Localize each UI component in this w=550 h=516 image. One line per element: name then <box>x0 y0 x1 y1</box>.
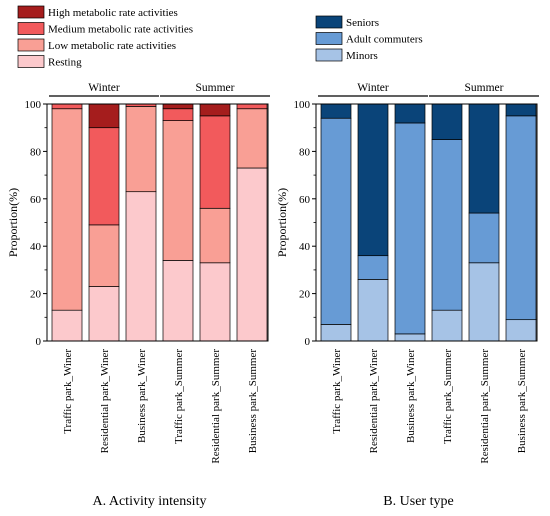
legend-label: Adult commuters <box>346 34 423 46</box>
bar-segment-minors-5 <box>505 319 537 342</box>
bar-segment-high-metabolic-rate-activities-1 <box>88 103 120 129</box>
category-label: Business park_Summer <box>516 349 528 454</box>
bar-segment-minors-1 <box>357 279 389 342</box>
category-label: Business park_Summer <box>247 349 259 454</box>
y-tick-label: 80 <box>30 146 42 158</box>
panel-caption: B. User type <box>383 494 453 509</box>
y-tick-label: 80 <box>299 146 311 158</box>
y-tick-label: 100 <box>25 99 42 111</box>
bar-segment-adult-commuters-0 <box>320 117 352 325</box>
bar-segment-resting-2 <box>125 191 157 342</box>
category-label: Traffic park_Summer <box>442 349 454 444</box>
category-label: Business park_Winer <box>136 349 148 443</box>
bar-segment-low-metabolic-rate-activities-5 <box>236 108 268 169</box>
bar-segment-minors-0 <box>320 324 352 342</box>
bar-segment-seniors-2 <box>394 103 426 124</box>
y-tick-label: 20 <box>299 289 311 301</box>
legend-swatch <box>315 32 343 45</box>
group-label: Summer <box>196 82 235 94</box>
bar-segment-seniors-5 <box>505 103 537 117</box>
bar-segment-low-metabolic-rate-activities-3 <box>162 120 194 261</box>
y-tick-label: 40 <box>30 241 42 253</box>
bar-segment-adult-commuters-2 <box>394 122 426 335</box>
category-label: Traffic park_Winer <box>331 349 343 434</box>
chart-user-type: Traffic park_Winer Residential park_Winer… <box>275 15 539 509</box>
category-label: Residential park_Summer <box>210 349 222 464</box>
group-label: Summer <box>465 82 504 94</box>
y-tick-label: 0 <box>305 336 311 348</box>
legend-swatch <box>17 5 45 19</box>
bar-segment-seniors-4 <box>468 103 500 214</box>
legend-label: Seniors <box>346 17 379 29</box>
bar-segment-low-metabolic-rate-activities-2 <box>125 106 157 193</box>
bar-segment-medium-metabolic-rate-activities-5 <box>236 103 268 110</box>
category-label: Business park_Winer <box>405 349 417 443</box>
bar-segment-low-metabolic-rate-activities-0 <box>51 108 83 311</box>
y-axis-label: Proportion(%) <box>6 188 20 257</box>
bar-segment-resting-0 <box>51 309 83 342</box>
bar-segment-medium-metabolic-rate-activities-0 <box>51 103 83 110</box>
legend-swatch <box>17 38 45 52</box>
panel-caption: A. Activity intensity <box>93 494 207 509</box>
category-label: Traffic park_Summer <box>173 349 185 444</box>
bar-segment-seniors-1 <box>357 103 389 257</box>
y-tick-label: 0 <box>36 336 42 348</box>
legend-label: Minors <box>346 50 378 62</box>
bar-segment-adult-commuters-1 <box>357 255 389 280</box>
bar-segment-minors-2 <box>394 333 426 342</box>
legend-label: Medium metabolic rate activities <box>48 24 193 36</box>
bar-segment-high-metabolic-rate-activities-3 <box>162 103 194 110</box>
bar-segment-seniors-3 <box>431 103 463 140</box>
category-label: Residential park_Summer <box>479 349 491 464</box>
legend-swatch <box>315 48 343 62</box>
category-label: Residential park_Winer <box>99 349 111 454</box>
bar-segment-low-metabolic-rate-activities-4 <box>199 207 231 264</box>
legend-swatch <box>315 15 343 29</box>
bar-segment-medium-metabolic-rate-activities-1 <box>88 127 120 226</box>
y-axis-label: Proportion(%) <box>275 188 289 257</box>
category-label: Residential park_Winer <box>368 349 380 454</box>
bar-segment-adult-commuters-5 <box>505 115 537 321</box>
legend-label: High metabolic rate activities <box>48 7 178 19</box>
bar-segment-adult-commuters-4 <box>468 212 500 264</box>
legend-label: Low metabolic rate activities <box>48 40 176 52</box>
legend-label: Resting <box>48 57 82 69</box>
bar-segment-resting-3 <box>162 260 194 342</box>
y-tick-label: 60 <box>299 194 311 206</box>
y-tick-label: 40 <box>299 241 311 253</box>
bar-segment-resting-1 <box>88 286 120 342</box>
legend-swatch <box>17 22 45 35</box>
bar-segment-high-metabolic-rate-activities-4 <box>199 103 231 117</box>
bar-segment-resting-5 <box>236 167 268 342</box>
group-label: Winter <box>357 82 389 94</box>
bar-segment-resting-4 <box>199 262 231 342</box>
bar-segment-medium-metabolic-rate-activities-3 <box>162 108 194 121</box>
bar-segment-minors-3 <box>431 309 463 342</box>
bar-segment-seniors-0 <box>320 103 352 119</box>
y-tick-label: 60 <box>30 194 42 206</box>
bar-segment-adult-commuters-3 <box>431 139 463 311</box>
y-tick-label: 100 <box>294 99 311 111</box>
chart-activity-intensity: Traffic park_Winer Residential park_Winer… <box>6 5 270 509</box>
bar-segment-medium-metabolic-rate-activities-4 <box>199 115 231 209</box>
legend-swatch <box>17 55 45 68</box>
bar-segment-minors-4 <box>468 262 500 342</box>
group-label: Winter <box>88 82 120 94</box>
category-label: Traffic park_Winer <box>62 349 74 434</box>
bar-segment-low-metabolic-rate-activities-1 <box>88 224 120 287</box>
y-tick-label: 20 <box>30 289 42 301</box>
